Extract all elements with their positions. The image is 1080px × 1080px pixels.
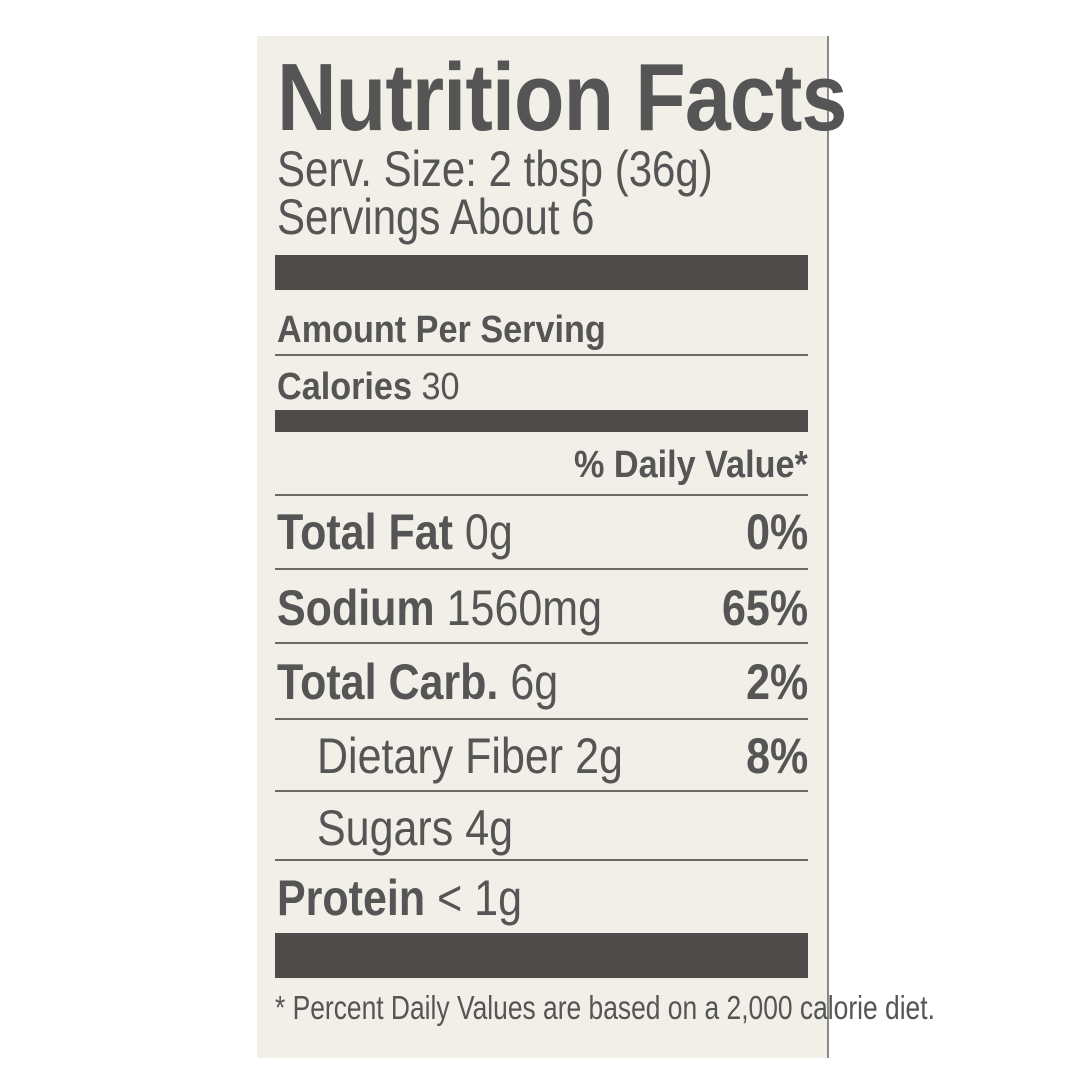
nutrient-amount: < 1g xyxy=(437,870,522,926)
thick-divider xyxy=(275,255,808,290)
nutrient-dv: 0% xyxy=(745,504,808,560)
nutrient-dv: 8% xyxy=(745,728,808,784)
divider xyxy=(275,790,808,792)
nutrition-facts-label: Nutrition Facts Serv. Size: 2 tbsp (36g)… xyxy=(257,36,935,1058)
nutrient-label: Total Carb. xyxy=(277,654,499,710)
divider xyxy=(275,494,808,496)
nutrient-dv: 65% xyxy=(721,580,808,636)
nutrient-label: Dietary Fiber xyxy=(317,728,564,784)
calories-value: 30 xyxy=(421,366,460,408)
footnote: * Percent Daily Values are based on a 2,… xyxy=(275,989,935,1026)
thick-divider xyxy=(275,933,808,978)
nutrient-label: Total Fat xyxy=(277,504,453,560)
nutrient-amount: 6g xyxy=(510,654,559,710)
nutrient-amount: 2g xyxy=(575,728,623,784)
divider xyxy=(275,642,808,644)
nutrient-row-total-fat: Total Fat 0g xyxy=(277,504,513,560)
divider xyxy=(275,718,808,720)
nutrient-row-protein: Protein < 1g xyxy=(277,870,522,926)
divider xyxy=(275,568,808,570)
calories-row: Calories 30 xyxy=(277,366,460,408)
amount-per-serving: Amount Per Serving xyxy=(277,309,606,351)
nutrient-amount: 4g xyxy=(465,800,514,856)
divider xyxy=(275,859,808,861)
nutrient-amount: 1560mg xyxy=(446,580,603,636)
nutrient-label: Protein xyxy=(277,870,426,926)
medium-divider xyxy=(275,410,808,432)
nutrient-row-dietary-fiber: Dietary Fiber 2g xyxy=(317,728,623,784)
servings-per-container: Servings About 6 xyxy=(277,189,595,245)
nutrient-row-sodium: Sodium 1560mg xyxy=(277,580,602,636)
serving-size: Serv. Size: 2 tbsp (36g) xyxy=(277,141,713,197)
calories-label: Calories xyxy=(277,366,412,408)
nutrient-label: Sodium xyxy=(277,580,435,636)
nutrient-label: Sugars xyxy=(317,800,454,856)
label-title: Nutrition Facts xyxy=(277,44,847,151)
nutrient-row-sugars: Sugars 4g xyxy=(317,800,513,856)
daily-value-header: % Daily Value* xyxy=(574,444,808,486)
nutrient-amount: 0g xyxy=(464,504,513,560)
nutrient-row-total-carb: Total Carb. 6g xyxy=(277,654,558,710)
divider xyxy=(275,354,808,356)
nutrient-dv: 2% xyxy=(745,654,808,710)
